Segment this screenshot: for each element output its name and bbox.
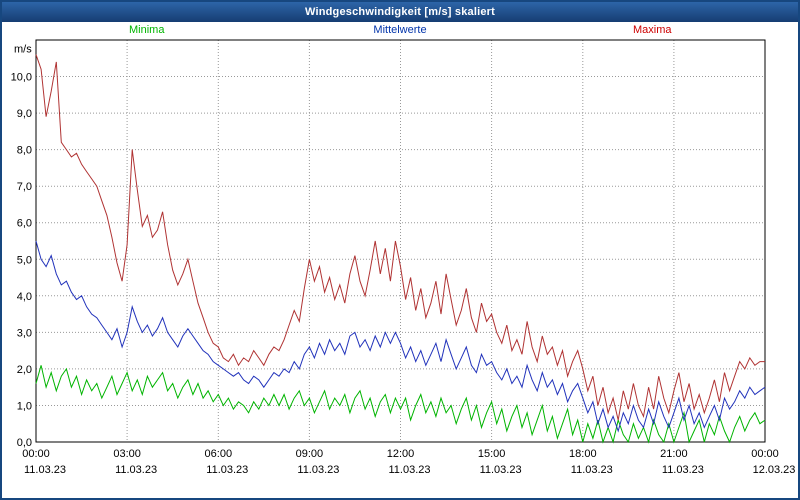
svg-text:11.03.23: 11.03.23 — [480, 464, 522, 476]
svg-text:00:00: 00:00 — [22, 448, 50, 460]
svg-text:18:00: 18:00 — [569, 448, 597, 460]
window-titlebar: Windgeschwindigkeit [m/s] skaliert — [2, 2, 798, 22]
svg-text:7,0: 7,0 — [17, 181, 32, 193]
svg-text:2,0: 2,0 — [17, 364, 32, 376]
svg-text:03:00: 03:00 — [113, 448, 141, 460]
svg-text:3,0: 3,0 — [17, 327, 32, 339]
svg-text:12:00: 12:00 — [387, 448, 415, 460]
svg-text:11.03.23: 11.03.23 — [115, 464, 157, 476]
svg-text:21:00: 21:00 — [660, 448, 688, 460]
svg-text:6,0: 6,0 — [17, 218, 32, 230]
svg-text:11.03.23: 11.03.23 — [297, 464, 339, 476]
svg-text:11.03.23: 11.03.23 — [388, 464, 430, 476]
svg-text:1,0: 1,0 — [17, 401, 32, 413]
svg-text:09:00: 09:00 — [296, 448, 324, 460]
legend-mittelwerte: Mittelwerte — [373, 24, 427, 36]
wind-speed-chart: 0,0 1,0 2,0 3,0 4,0 5,0 6,0 7,0 8,0 9,0 10,0 m/s 00:… — [11, 39, 796, 476]
legend-minima: Minima — [129, 24, 165, 36]
svg-text:11.03.23: 11.03.23 — [662, 464, 704, 476]
svg-text:5,0: 5,0 — [17, 254, 32, 266]
svg-text:9,0: 9,0 — [17, 108, 32, 120]
svg-text:11.03.23: 11.03.23 — [571, 464, 613, 476]
svg-text:06:00: 06:00 — [205, 448, 233, 460]
legend-maxima: Maxima — [633, 24, 672, 36]
svg-text:11.03.23: 11.03.23 — [206, 464, 248, 476]
svg-text:10,0: 10,0 — [11, 72, 32, 84]
chart-legend: Minima Mittelwerte Maxima — [2, 22, 798, 38]
svg-text:15:00: 15:00 — [478, 448, 506, 460]
svg-text:12.03.23: 12.03.23 — [753, 464, 796, 476]
svg-text:0,0: 0,0 — [17, 437, 32, 449]
svg-text:m/s: m/s — [14, 44, 32, 56]
svg-text:4,0: 4,0 — [17, 291, 32, 303]
svg-text:11.03.23: 11.03.23 — [24, 464, 66, 476]
window-title: Windgeschwindigkeit [m/s] skaliert — [304, 6, 496, 18]
svg-text:00:00: 00:00 — [751, 448, 779, 460]
svg-text:8,0: 8,0 — [17, 145, 32, 157]
